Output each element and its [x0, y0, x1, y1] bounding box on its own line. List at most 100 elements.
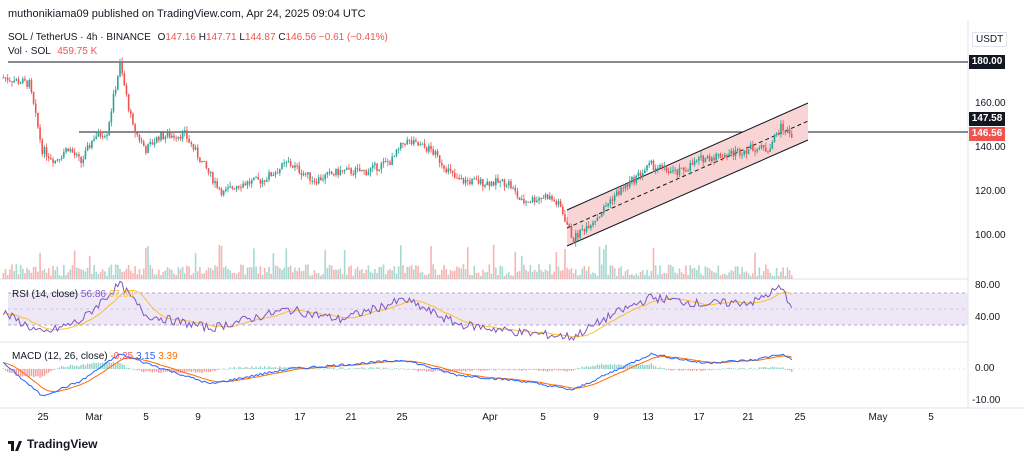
volume-bar: [337, 269, 339, 279]
volume-bar: [248, 266, 251, 279]
macd-histogram-bar: [428, 369, 430, 372]
macd-histogram-bar: [97, 362, 100, 369]
volume-bar: [641, 270, 644, 279]
volume-bar: [263, 267, 266, 279]
macd-histogram-bar: [270, 367, 272, 369]
candle-body: [473, 178, 476, 180]
candle-body: [678, 167, 681, 176]
macd-histogram-bar: [242, 368, 244, 369]
candle-body: [73, 152, 76, 156]
candle-body: [775, 133, 778, 136]
candle-body: [695, 160, 698, 162]
volume-bar: [350, 265, 352, 279]
volume-bar: [179, 269, 182, 279]
volume-bar: [650, 270, 653, 279]
volume-bar: [11, 264, 13, 279]
volume-bar: [669, 264, 672, 279]
candle-body: [242, 183, 244, 188]
macd-histogram-bar: [451, 369, 454, 372]
volume-label[interactable]: Vol · SOL: [8, 46, 51, 57]
volume-bar: [149, 265, 152, 279]
volume-bar: [672, 266, 674, 279]
macd-histogram-bar: [413, 369, 415, 370]
macd-histogram-bar: [231, 368, 234, 370]
macd-histogram-bar: [367, 368, 370, 369]
high-line-tag: 147.58: [969, 112, 1005, 126]
volume-bar: [633, 275, 635, 279]
candle-body: [428, 145, 430, 152]
volume-bars: [2, 244, 793, 279]
macd-histogram-bar: [538, 369, 540, 371]
candle-body: [207, 168, 210, 173]
macd-histogram-bar: [348, 367, 350, 369]
symbol-pair[interactable]: SOL / TetherUS · 4h · BINANCE: [8, 32, 151, 43]
tradingview-logo[interactable]: TradingView: [8, 437, 97, 451]
volume-bar: [80, 269, 82, 279]
macd-histogram-bar: [380, 369, 383, 370]
candle-body: [164, 136, 167, 140]
macd-histogram-bar: [285, 367, 288, 369]
volume-bar: [551, 274, 553, 279]
macd-histogram-bar: [600, 363, 603, 369]
volume-bar: [596, 275, 599, 279]
volume-bar: [607, 275, 609, 279]
candle-body: [449, 168, 452, 171]
candle-body: [285, 162, 288, 164]
macd-histogram-bar: [644, 365, 646, 369]
candle-body: [637, 172, 640, 176]
price-tick-140: 140.00: [975, 142, 1006, 153]
macd-histogram-bar: [9, 369, 11, 373]
volume-bar: [564, 248, 566, 279]
volume-bar: [84, 271, 87, 279]
macd-histogram-bar: [674, 369, 676, 370]
candle-body: [754, 150, 756, 152]
macd-histogram-bar: [426, 369, 428, 372]
macd-histogram-bar: [86, 363, 89, 369]
candle-body: [458, 177, 460, 180]
volume-bar: [402, 265, 404, 279]
volume-bar: [594, 273, 596, 279]
volume-bar: [173, 273, 175, 279]
macd-histogram-bar: [683, 369, 685, 371]
macd-histogram-bar: [747, 368, 750, 370]
candle-body: [194, 147, 197, 150]
volume-bar: [39, 252, 41, 279]
candle-body: [37, 112, 39, 128]
macd-histogram-bar: [438, 369, 441, 372]
macd-histogram-bar: [421, 369, 424, 371]
price-tick-160: 160.00: [975, 98, 1006, 109]
volume-bar: [512, 275, 514, 279]
candle-body: [598, 216, 601, 219]
macd-histogram-bar: [330, 368, 333, 369]
time-label: 17: [294, 412, 306, 423]
candle-body: [659, 164, 661, 168]
macd-histogram-bar: [395, 367, 398, 369]
candle-body: [315, 182, 318, 184]
candle-body: [447, 168, 450, 173]
candle-body: [564, 214, 566, 222]
candle-body: [201, 160, 203, 163]
macd-histogram-bar: [603, 365, 605, 369]
volume-bar: [37, 271, 39, 279]
macd-histogram-bar: [80, 365, 82, 369]
volume-bar: [82, 269, 85, 279]
macd-histogram-bar: [462, 369, 465, 371]
volume-bar: [412, 269, 415, 279]
volume-bar: [140, 274, 143, 279]
candle-body: [777, 133, 780, 135]
macd-histogram-bar: [570, 369, 573, 372]
currency-label[interactable]: USDT: [972, 32, 1008, 47]
volume-bar: [466, 247, 469, 279]
macd-label[interactable]: MACD (12, 26, close): [12, 351, 108, 362]
candle-body: [361, 170, 363, 172]
candle-body: [378, 169, 380, 171]
candle-body: [24, 78, 26, 81]
candle-body: [106, 134, 108, 137]
rsi-line: [2, 280, 793, 341]
macd-histogram-bar: [527, 369, 529, 370]
rsi-label[interactable]: RSI (14, close): [12, 289, 79, 300]
volume-bar: [462, 264, 465, 279]
volume-bar: [369, 271, 372, 279]
volume-bar: [585, 270, 588, 279]
